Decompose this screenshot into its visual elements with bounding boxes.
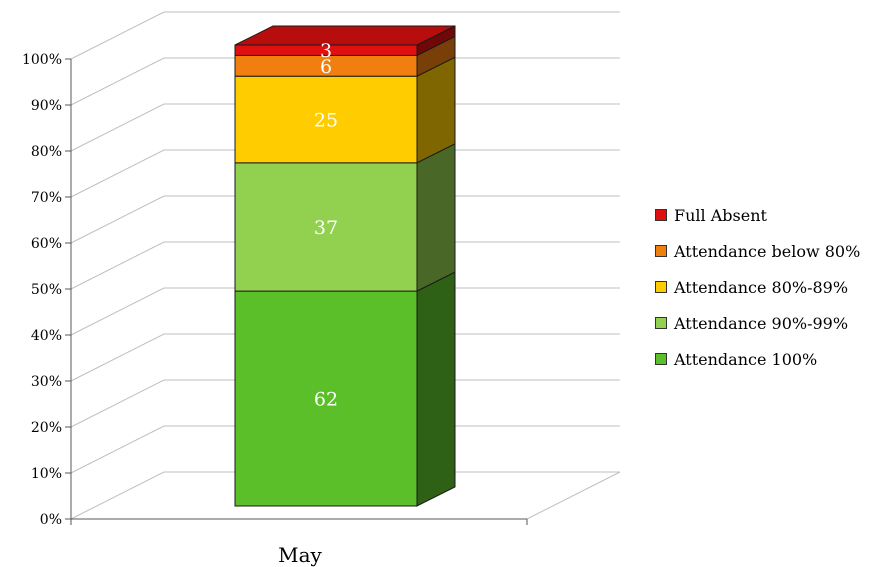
data-labels: 62 37 25 63 xyxy=(314,40,338,410)
legend-swatch xyxy=(655,245,667,257)
data-label: 25 xyxy=(314,110,338,132)
y-tick-label: 0% xyxy=(40,512,62,528)
gridline xyxy=(70,195,620,244)
y-tick-label: 60% xyxy=(31,236,62,252)
bar-segment xyxy=(234,162,418,292)
legend-label: Attendance 90%-99% xyxy=(674,313,849,333)
y-tick-label: 10% xyxy=(31,466,62,482)
y-tick-label: 50% xyxy=(31,282,62,298)
data-label: 62 xyxy=(314,389,338,411)
y-tick-label: 80% xyxy=(31,144,62,160)
y-axis-ticks: 0% 10% 20% 30% 40% 50% 60% 70% 80% 90% 100% xyxy=(22,52,71,528)
gridline xyxy=(70,57,620,106)
legend-item: Full Absent xyxy=(655,203,860,227)
data-label: 6 xyxy=(320,56,332,78)
gridline xyxy=(70,287,620,336)
bar-segment-side xyxy=(416,271,456,507)
data-label: 37 xyxy=(314,217,338,239)
y-tick-label: 20% xyxy=(31,420,62,436)
legend-item: Attendance 80%-89% xyxy=(655,275,860,299)
gridline xyxy=(70,149,620,198)
y-tick-label: 100% xyxy=(22,52,62,68)
data-label: 3 xyxy=(320,40,332,62)
legend-label: Attendance 100% xyxy=(674,349,818,369)
legend-label: Full Absent xyxy=(674,205,767,225)
bar-stack xyxy=(234,25,456,507)
gridline xyxy=(70,425,620,474)
legend: Full Absent Attendance below 80% Attendanc… xyxy=(655,203,860,383)
bar-top-face xyxy=(234,25,456,46)
legend-item: Attendance 90%-99% xyxy=(655,311,860,335)
legend-label: Attendance below 80% xyxy=(674,241,861,261)
y-tick-label: 40% xyxy=(31,328,62,344)
gridline xyxy=(70,471,620,520)
y-tick-label: 90% xyxy=(31,98,62,114)
legend-item: Attendance below 80% xyxy=(655,239,860,263)
y-tick-label: 30% xyxy=(31,374,62,390)
bar-segment xyxy=(234,75,418,164)
bar-segment-side xyxy=(416,143,456,292)
legend-label: Attendance 80%-89% xyxy=(674,277,849,297)
y-tick-label: 70% xyxy=(31,190,62,206)
x-category-label: May xyxy=(278,543,322,567)
bar-segment xyxy=(234,290,418,507)
gridline xyxy=(70,103,620,152)
legend-swatch xyxy=(655,209,667,221)
legend-item: Attendance 100% xyxy=(655,347,860,371)
legend-swatch xyxy=(655,317,667,329)
legend-swatch xyxy=(655,353,667,365)
gridline xyxy=(70,333,620,382)
gridline xyxy=(70,241,620,290)
legend-swatch xyxy=(655,281,667,293)
gridline xyxy=(70,11,620,60)
gridline xyxy=(70,379,620,428)
